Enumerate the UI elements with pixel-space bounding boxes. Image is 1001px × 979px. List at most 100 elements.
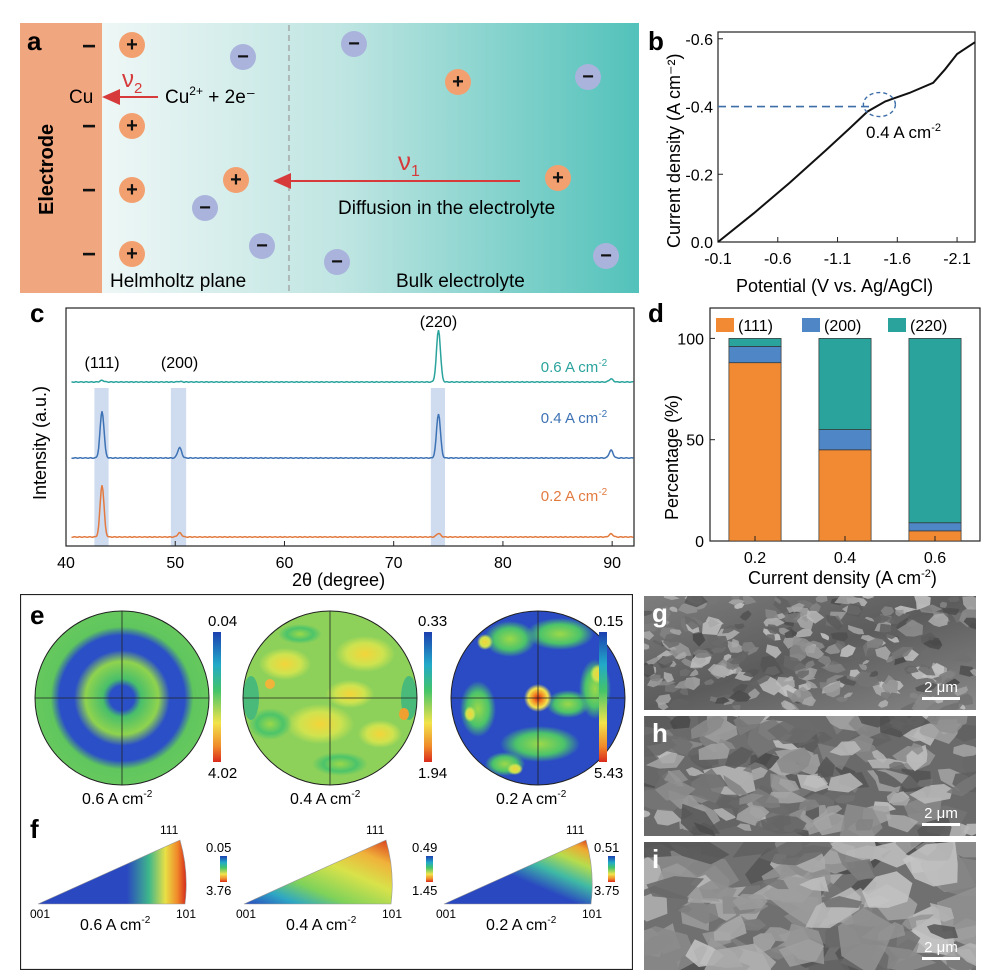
sem-grain (862, 659, 870, 665)
sem-grain (732, 893, 768, 911)
sem-grain (918, 663, 936, 676)
sem-grain (969, 668, 976, 677)
sem-grain (920, 647, 932, 658)
diffusion-label: Diffusion in the electrolyte (338, 198, 555, 219)
pole-figure-02 (450, 610, 626, 786)
sem-grain (835, 675, 857, 686)
cation-plus: + (552, 167, 564, 189)
sem-grain (827, 772, 864, 793)
ipf-02-001: 001 (436, 907, 456, 921)
sem-grain (663, 632, 682, 649)
sem-grain (861, 871, 913, 908)
sem-grain (825, 674, 844, 685)
anion-circle (249, 233, 275, 259)
sem-grain (880, 606, 895, 616)
cation-plus: + (230, 169, 242, 191)
sem-grain (706, 598, 720, 605)
sem-grain (708, 634, 729, 649)
sem-grain (644, 623, 660, 632)
colorbar-e3: 0.15 5.43 (594, 613, 623, 782)
c-series-trace (71, 411, 634, 460)
sem-grain (792, 636, 813, 648)
sem-grain (674, 651, 687, 660)
d-legend-swatch (802, 318, 820, 332)
sem-grain (698, 743, 730, 760)
sem-grain (662, 596, 680, 601)
pole-figure-06 (34, 610, 210, 786)
sem-grain (698, 880, 737, 902)
sem-grain (931, 716, 969, 734)
sem-grain (799, 876, 829, 892)
panel-b: b -0.1 -0.6 -1.1 -1.6 -2.1 0.0 -0.2 -0.4 -0.6 Cu… (648, 26, 976, 296)
sem-grain (693, 822, 716, 836)
sem-grain (920, 632, 936, 643)
ipf-06: 111 001 101 0.6 A cm-2 (30, 823, 196, 934)
sem-grain (723, 698, 737, 706)
sem-grain (733, 716, 771, 736)
sem-grain (801, 667, 818, 680)
sem-grain (946, 957, 976, 970)
anion-circle (324, 249, 350, 275)
sem-grain (723, 775, 749, 795)
panel-a: a Electrode − − − − + + + + + + + − − − − − − − Cu ν… (20, 23, 639, 293)
sem-grain (886, 814, 919, 833)
sem-grain (839, 804, 883, 836)
sem-grain (783, 655, 807, 672)
cbar-e2-max: 0.33 (418, 613, 447, 630)
d-legend-label: (111) (738, 318, 773, 335)
electrode-area (20, 23, 102, 293)
sem-grain (804, 642, 825, 660)
sem-grain (953, 943, 976, 968)
c-trace-label: 0.4 A cm-2 (541, 409, 608, 427)
b-xtick-label: -1.1 (824, 251, 852, 268)
sem-grain (963, 617, 976, 632)
b-axes-frame (717, 31, 976, 243)
sem-grain (661, 734, 693, 757)
sem-grain (864, 616, 876, 623)
cbar-f2-max: 0.49 (412, 840, 437, 855)
sem-grain (807, 640, 825, 650)
cbar-f2-min: 1.45 (412, 883, 437, 898)
sem-grain (740, 919, 767, 931)
anion-minus: − (600, 245, 612, 267)
sem-grain (879, 623, 899, 640)
sem-grain (690, 716, 725, 740)
electrode-label: Electrode (36, 124, 58, 215)
sem-grain (897, 619, 924, 637)
sem-grain (729, 653, 746, 665)
anion-minus: − (348, 33, 360, 55)
sem-grain (646, 678, 664, 688)
d-xlabel: Current density (A cm-2) (748, 568, 937, 588)
scale-g: 2 μm (922, 679, 960, 700)
sem-image-g: g 2 μm (644, 596, 976, 710)
cation-circle (119, 241, 145, 267)
sem-grain (763, 666, 781, 676)
cations: + + + + + + + (119, 32, 571, 267)
sem-grain (825, 614, 843, 631)
sem-grain (644, 934, 676, 957)
sem-grain (957, 693, 974, 706)
sem-grain (661, 620, 670, 625)
sem-grain (812, 812, 845, 836)
colorbar-e1: 0.04 4.02 (208, 613, 237, 782)
cation-circle (119, 32, 145, 58)
e-label-06: 0.6 A cm-2 (82, 789, 153, 808)
sem-grain (774, 597, 782, 605)
anion-minus: − (331, 251, 343, 273)
pole-figure-04 (242, 610, 418, 786)
panel-ef: e f (20, 594, 633, 970)
panel-label-f: f (30, 814, 39, 844)
panel-label-i: i (652, 844, 660, 874)
sem-grain (843, 692, 854, 699)
ipf-02: 111 001 101 0.2 A cm-2 (436, 823, 602, 934)
sem-grain (837, 907, 896, 970)
sem-grain (644, 926, 698, 970)
ipf-02-label: 0.2 A cm-2 (486, 915, 557, 934)
c-xtick-label: 40 (57, 555, 75, 572)
ipf-02-101: 101 (582, 907, 602, 921)
sem-grain (786, 689, 800, 703)
d-bar-segment (728, 338, 782, 347)
sem-grain (877, 699, 889, 708)
sem-grain (922, 640, 943, 650)
anion-circle (575, 64, 601, 90)
